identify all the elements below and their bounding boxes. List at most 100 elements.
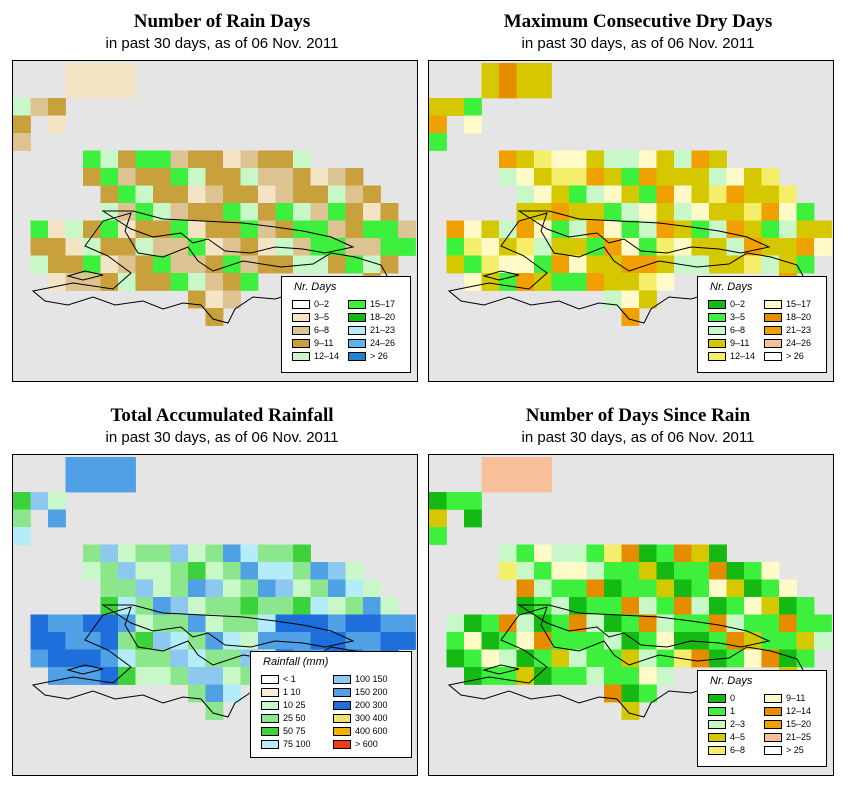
map-cell	[674, 579, 692, 598]
map-cell	[275, 150, 294, 169]
legend-swatch	[333, 701, 351, 711]
map-cell	[551, 614, 570, 633]
map-cell	[240, 150, 259, 169]
map-cell	[604, 649, 622, 668]
map-cell	[205, 273, 224, 291]
map-cell	[188, 255, 206, 274]
map-cell	[100, 220, 119, 239]
map-cell	[48, 220, 66, 239]
map-cell	[100, 80, 119, 99]
legend-item: > 26	[764, 351, 804, 362]
map-cell	[100, 457, 119, 475]
legend-item: 15–17	[348, 299, 395, 310]
map-cell	[709, 544, 727, 563]
map-cell	[761, 649, 780, 668]
map-cell	[744, 579, 762, 598]
map-cell	[779, 579, 797, 598]
map-cell	[586, 579, 605, 598]
map-cell	[569, 273, 587, 291]
map-cell	[83, 150, 101, 169]
map-cell	[135, 185, 154, 204]
map-cell	[446, 614, 465, 633]
map-cell	[328, 614, 346, 633]
map-cell	[118, 220, 136, 239]
map-cell	[429, 115, 447, 134]
map-cell	[135, 614, 154, 633]
map-cell	[118, 80, 136, 99]
map-cell	[604, 684, 622, 703]
map-cell	[328, 220, 346, 239]
map-cell	[534, 667, 552, 685]
map-cell	[621, 220, 640, 239]
map-cell	[13, 98, 31, 116]
map-cell	[779, 203, 797, 221]
map-cell	[188, 614, 206, 633]
map-cell	[188, 649, 206, 668]
map-cell	[639, 290, 657, 309]
map-cell	[586, 597, 605, 615]
map-cell	[275, 597, 294, 615]
map-cell	[205, 168, 224, 186]
map-cell	[30, 492, 49, 510]
map-cell	[621, 273, 640, 291]
map-cell	[796, 614, 815, 633]
legend-item: 3–5	[292, 312, 329, 323]
map-cell	[604, 168, 622, 186]
map-cell	[709, 238, 727, 256]
map-cell	[604, 579, 622, 598]
map-cell	[761, 185, 780, 204]
map-cell	[516, 273, 535, 291]
map-cell	[639, 562, 657, 580]
map-cell	[464, 255, 482, 274]
map-cell	[796, 203, 815, 221]
map-rain-days: Nr. Days 0–2 3–5 6–8 9–11 12–14 15–17 18–20 21–2…	[12, 60, 418, 382]
map-cell	[534, 168, 552, 186]
map-cell	[499, 614, 517, 633]
legend-item: 9–11	[708, 338, 749, 349]
map-cell	[726, 185, 745, 204]
map-cell	[188, 203, 206, 221]
legend-item: > 25	[764, 745, 804, 756]
map-cell	[83, 544, 101, 563]
panel-title: Number of Days Since Rain	[525, 405, 751, 426]
map-cell	[744, 220, 762, 239]
map-cell	[569, 579, 587, 598]
map-cell	[153, 220, 171, 239]
map-cell	[345, 579, 364, 598]
map-cell	[223, 185, 241, 204]
map-cell	[499, 255, 517, 274]
legend-label: 50 75	[283, 726, 306, 737]
map-cell	[779, 255, 797, 274]
map-cell	[188, 273, 206, 291]
map-cell	[223, 667, 241, 685]
map-cell	[135, 238, 154, 256]
map-cell	[691, 649, 710, 668]
map-cell	[65, 667, 84, 685]
map-cell	[328, 597, 346, 615]
map-cell	[639, 684, 657, 703]
map-cell	[345, 597, 364, 615]
map-cell	[48, 667, 66, 685]
map-cell	[275, 614, 294, 633]
map-cell	[135, 597, 154, 615]
map-cell	[534, 220, 552, 239]
map-cell	[223, 150, 241, 169]
map-cell	[118, 597, 136, 615]
map-cell	[188, 562, 206, 580]
map-cell	[30, 632, 49, 650]
map-cell	[516, 203, 535, 221]
map-cell	[586, 632, 605, 650]
map-cell	[135, 667, 154, 685]
map-cell	[744, 255, 762, 274]
map-cell	[100, 562, 119, 580]
map-cell	[814, 632, 832, 650]
map-cell	[100, 597, 119, 615]
map-cell	[275, 238, 294, 256]
map-cell	[48, 273, 66, 291]
legend-label: 24–26	[786, 338, 812, 349]
coastline	[447, 604, 808, 718]
map-cell	[691, 150, 710, 169]
legend-title: Nr. Days	[294, 281, 337, 293]
map-cell	[135, 649, 154, 668]
map-cell	[293, 614, 311, 633]
